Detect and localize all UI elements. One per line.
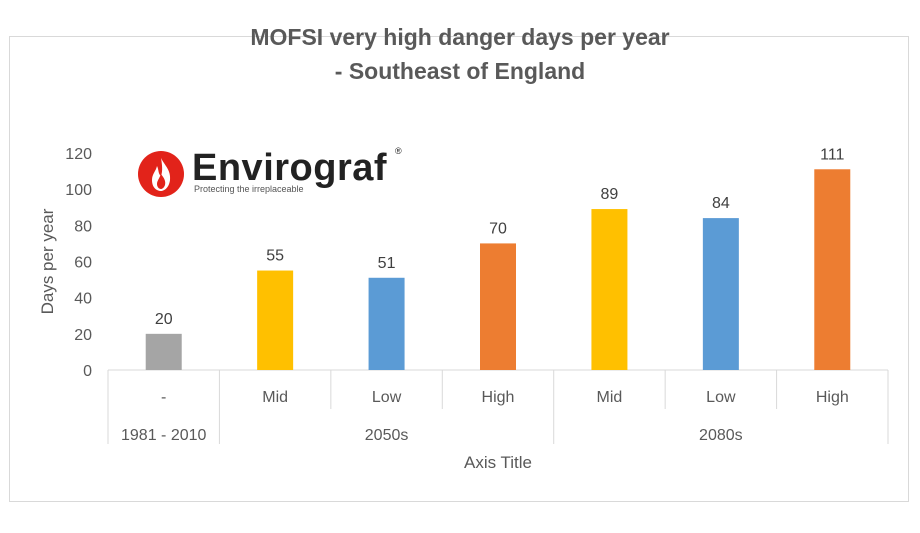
bar [368, 277, 405, 370]
y-tick-label: 0 [83, 363, 92, 380]
chart-title-line-2: - Southeast of England [334, 58, 586, 84]
data-label: 84 [712, 195, 730, 212]
y-tick-label: 120 [65, 146, 92, 163]
bar [702, 218, 739, 370]
envirograf-logo: Envirograf ® Protecting the irreplaceabl… [137, 146, 417, 198]
bar [145, 333, 182, 370]
y-tick-label: 60 [74, 255, 92, 272]
y-tick-label: 100 [65, 182, 92, 199]
data-label: 111 [820, 146, 844, 163]
y-tick-label: 40 [74, 291, 92, 308]
x-tick-label: Mid [262, 389, 288, 406]
x-tick-label: High [482, 389, 515, 406]
y-axis-title: Days per year [38, 208, 57, 314]
x-tick-label: - [161, 389, 166, 406]
chart-title-line-1: MOFSI very high danger days per year [250, 24, 670, 50]
y-tick-label: 20 [74, 327, 92, 344]
bar [591, 209, 628, 370]
x-tick-label: High [816, 389, 849, 406]
logo-wordmark: Envirograf [192, 147, 388, 189]
x-group-label: 1981 - 2010 [121, 427, 207, 444]
x-tick-label: Mid [597, 389, 623, 406]
y-tick-label: 80 [74, 218, 92, 235]
x-axis-title: Axis Title [464, 453, 532, 472]
flame-icon [138, 151, 184, 197]
chart-title: MOFSI very high danger days per year - S… [0, 20, 920, 88]
x-tick-label: Low [372, 389, 402, 406]
chart-frame [9, 36, 909, 502]
bar [480, 243, 516, 370]
data-label: 89 [601, 186, 619, 203]
x-group-label: 2080s [699, 427, 743, 444]
data-label: 55 [266, 248, 284, 265]
bar [814, 169, 851, 370]
x-group-label: 2050s [365, 427, 409, 444]
x-tick-label: Low [706, 389, 736, 406]
logo-tagline: Protecting the irreplaceable [194, 184, 304, 194]
bar [257, 270, 294, 370]
data-label: 51 [378, 255, 396, 272]
data-label: 20 [155, 311, 173, 328]
data-label: 70 [489, 220, 507, 237]
logo-registered-mark: ® [395, 146, 402, 156]
